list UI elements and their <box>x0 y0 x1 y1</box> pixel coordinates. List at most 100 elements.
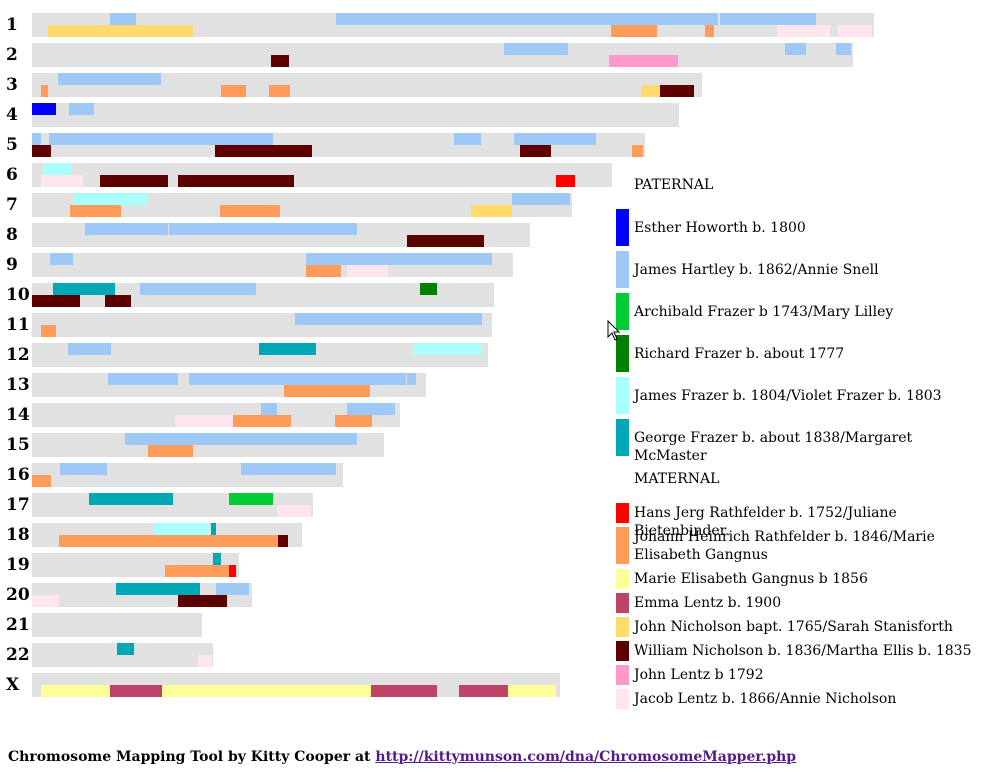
legend-swatch <box>616 251 629 288</box>
segment <box>116 583 200 595</box>
legend-label: John Nicholson bapt. 1765/Sarah Stanisfo… <box>634 619 953 635</box>
segment <box>32 595 59 607</box>
segment <box>32 133 41 145</box>
chromosome-label-11: 11 <box>6 315 30 335</box>
segment <box>720 13 816 25</box>
segment <box>514 133 596 145</box>
legend-paternal-heading: PATERNAL <box>634 177 714 193</box>
segment <box>175 415 233 427</box>
segment <box>520 145 551 157</box>
legend-swatch <box>616 569 629 589</box>
segment <box>220 205 280 217</box>
segment <box>100 175 168 187</box>
footer-link[interactable]: http://kittymunson.com/dna/ChromosomeMap… <box>375 749 797 765</box>
mouse-pointer-icon <box>607 320 621 341</box>
legend-swatch <box>616 335 629 372</box>
legend-item: Hans Jerg Rathfelder b. 1752/Juliane Bie… <box>616 503 976 539</box>
chromosome-label-21: 21 <box>6 615 30 635</box>
legend-item: Richard Frazer b. about 1777 <box>616 335 976 372</box>
chromosome-label-6: 6 <box>6 165 18 185</box>
chromosome-label-13: 13 <box>6 375 30 395</box>
legend-swatch <box>616 641 629 661</box>
legend-item: Archibald Frazer b 1743/Mary Lilley <box>616 293 976 330</box>
segment <box>229 565 236 577</box>
chromosome-label-20: 20 <box>6 585 30 605</box>
chromosome-label-4: 4 <box>6 105 18 125</box>
segment <box>140 283 256 295</box>
segment <box>108 373 178 385</box>
legend-item: James Frazer b. 1804/Violet Frazer b. 18… <box>616 377 976 414</box>
segment <box>58 73 161 85</box>
segment <box>43 163 72 175</box>
segment <box>213 553 221 565</box>
legend-label: Esther Howorth b. 1800 <box>634 220 806 236</box>
segment <box>504 43 568 55</box>
segment <box>189 373 406 385</box>
segment <box>215 145 312 157</box>
legend-item: Marie Elisabeth Gangnus b 1856 <box>616 569 976 589</box>
chromosome-label-10: 10 <box>6 285 30 305</box>
segment <box>68 343 111 355</box>
segment <box>49 133 273 145</box>
chromosome-label-1: 1 <box>6 15 18 35</box>
segment <box>221 85 246 97</box>
chromosome-label-12: 12 <box>6 345 30 365</box>
chromosome-label-8: 8 <box>6 225 18 245</box>
segment <box>32 475 51 487</box>
segment <box>233 415 291 427</box>
chromosome-label-9: 9 <box>6 255 18 275</box>
segment <box>306 265 341 277</box>
segment <box>632 145 643 157</box>
chromosome-label-3: 3 <box>6 75 18 95</box>
segment <box>407 235 484 247</box>
segment <box>148 445 193 457</box>
segment <box>836 43 851 55</box>
segment <box>32 103 56 115</box>
legend-item: Johann Heinrich Rathfelder b. 1846/Marie… <box>616 527 976 564</box>
segment <box>48 25 193 37</box>
legend-swatch <box>616 209 629 246</box>
segment <box>512 193 570 205</box>
segment <box>41 85 48 97</box>
legend-swatch <box>616 665 629 685</box>
chromosome-bar-21 <box>32 613 202 637</box>
segment <box>216 583 249 595</box>
segment <box>85 223 168 235</box>
segment <box>609 55 678 67</box>
segment <box>413 343 481 355</box>
segment <box>407 373 416 385</box>
segment <box>508 685 556 697</box>
segment <box>162 685 371 697</box>
legend-item: John Lentz b 1792 <box>616 665 976 685</box>
footer-text: Chromosome Mapping Tool by Kitty Cooper … <box>8 749 371 765</box>
segment <box>41 685 110 697</box>
legend-swatch <box>616 689 629 709</box>
segment <box>125 433 357 445</box>
legend-item: Esther Howorth b. 1800 <box>616 209 976 246</box>
chromosome-bar-2 <box>32 43 853 67</box>
segment <box>335 415 372 427</box>
segment <box>41 175 83 187</box>
segment <box>611 25 657 37</box>
legend-label: Jacob Lentz b. 1866/Annie Nicholson <box>634 691 897 707</box>
legend-label: Richard Frazer b. about 1777 <box>634 346 845 362</box>
legend-swatch <box>616 503 629 523</box>
legend-maternal-heading: MATERNAL <box>634 471 720 487</box>
legend-label: Johann Heinrich Rathfelder b. 1846/Marie… <box>634 529 935 563</box>
legend-label: Emma Lentz b. 1900 <box>634 595 782 611</box>
segment <box>32 145 51 157</box>
segment <box>69 103 94 115</box>
segment <box>306 253 492 265</box>
segment <box>347 403 395 415</box>
segment <box>454 133 481 145</box>
segment <box>178 595 227 607</box>
segment <box>241 463 336 475</box>
segment <box>50 253 73 265</box>
segment <box>838 25 872 37</box>
legend-swatch <box>616 419 629 456</box>
chromosome-label-15: 15 <box>6 435 30 455</box>
segment <box>259 343 316 355</box>
legend-label: George Frazer b. about 1838/Margaret McM… <box>634 430 913 464</box>
segment <box>660 85 694 97</box>
legend-item: Emma Lentz b. 1900 <box>616 593 976 613</box>
